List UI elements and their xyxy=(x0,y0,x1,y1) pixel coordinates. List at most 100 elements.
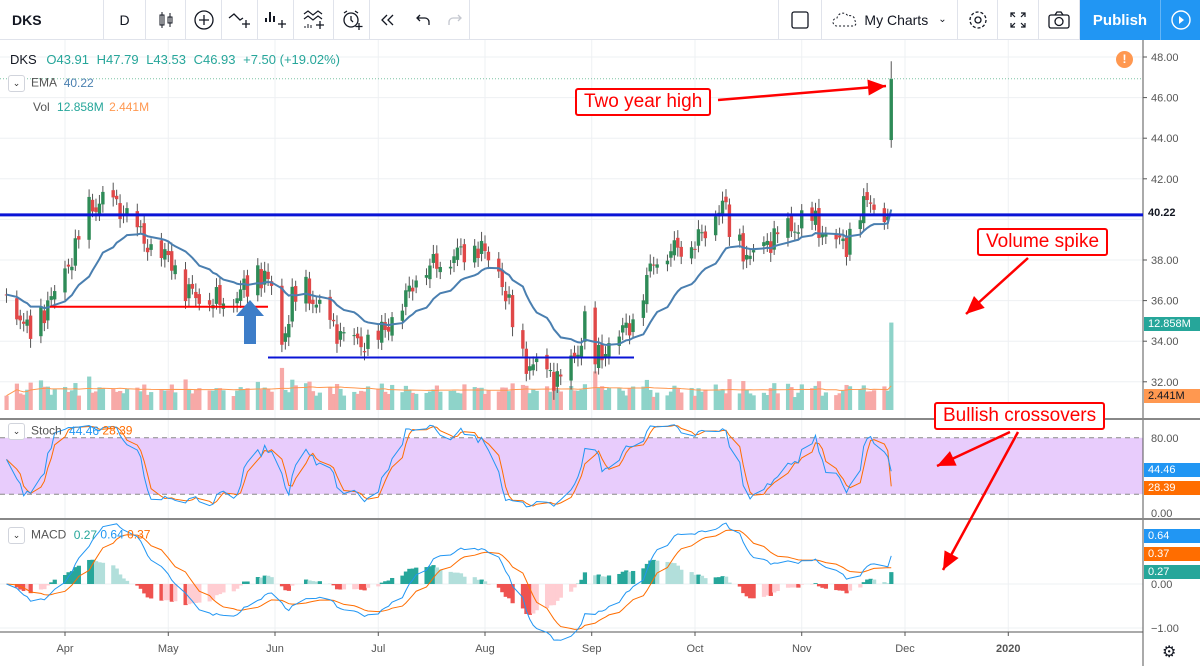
volume-bar xyxy=(338,388,343,410)
volume-bar xyxy=(569,386,574,410)
candle-down xyxy=(376,330,380,340)
volume-bar xyxy=(111,388,116,410)
settings-gear-icon[interactable] xyxy=(958,0,998,40)
volume-bar xyxy=(365,386,371,410)
macd-histogram-bar xyxy=(847,584,853,591)
volume-bar xyxy=(14,383,20,410)
volume-bar xyxy=(799,384,804,410)
date-tick-label: Dec xyxy=(895,643,915,655)
volume-bar xyxy=(606,387,612,410)
date-tick-label: Apr xyxy=(56,643,73,655)
candle-up xyxy=(404,290,408,307)
volume-bar xyxy=(73,383,78,410)
macd-histogram-bar xyxy=(90,559,95,584)
vol-legend: Vol 12.858M 2.441M xyxy=(33,100,149,114)
undo-icon[interactable] xyxy=(406,0,440,40)
my-charts-button[interactable]: My Charts ⌄ xyxy=(822,0,958,40)
legend-open: O43.91 xyxy=(46,52,90,67)
volume-bar xyxy=(314,395,319,410)
fullscreen-icon[interactable] xyxy=(998,0,1039,40)
ema-price-tag: 40.22 xyxy=(1144,206,1200,220)
axis-settings-gear-icon[interactable]: ⚙ xyxy=(1162,644,1177,661)
volume-bar xyxy=(286,392,291,410)
symbol-search-button[interactable]: DKS xyxy=(0,0,104,40)
volume-bar xyxy=(383,391,388,410)
interval-button[interactable]: D xyxy=(104,0,146,40)
date-tick-label: Sep xyxy=(582,643,602,655)
macd-histogram-bar xyxy=(73,567,78,584)
redo-icon[interactable] xyxy=(440,0,470,40)
volume-bar xyxy=(290,379,295,410)
candle-up xyxy=(283,333,288,342)
volume-bar xyxy=(631,386,636,410)
volume-bar xyxy=(765,394,770,410)
macd-histogram-bar xyxy=(259,577,264,584)
volume-bar xyxy=(534,390,539,410)
camera-icon[interactable] xyxy=(1039,0,1080,40)
templates-icon[interactable] xyxy=(294,0,334,40)
volume-bar xyxy=(186,389,192,410)
candle-down xyxy=(21,321,26,324)
indicators-icon[interactable] xyxy=(222,0,258,40)
volume-bar xyxy=(166,390,171,410)
volume-bar xyxy=(169,384,174,410)
legend-symbol: DKS xyxy=(10,52,37,67)
candle-up xyxy=(889,78,893,141)
volume-bar xyxy=(359,390,364,410)
macd-histogram-bar xyxy=(558,584,563,598)
financials-icon[interactable] xyxy=(258,0,294,40)
volume-bar xyxy=(841,390,846,410)
candle-up xyxy=(139,226,143,228)
top-toolbar: DKS D My Charts ⌄ Publish xyxy=(0,0,1200,40)
candle-up xyxy=(342,332,346,334)
candle-up xyxy=(366,334,370,349)
macd-histogram-bar xyxy=(572,584,577,588)
date-tick-label: May xyxy=(158,643,179,655)
replay-icon[interactable] xyxy=(370,0,406,40)
candle-down xyxy=(118,203,122,220)
publish-button[interactable]: Publish xyxy=(1080,0,1200,40)
collapse-macd-button[interactable]: ⌄ xyxy=(8,527,25,544)
candles-icon[interactable] xyxy=(146,0,186,40)
macd-histogram-bar xyxy=(49,582,54,584)
macd-histogram-bar xyxy=(407,568,412,584)
macd-histogram-bar xyxy=(100,562,106,584)
volume-bar xyxy=(379,383,384,410)
candle-up xyxy=(318,299,322,304)
collapse-stoch-button[interactable]: ⌄ xyxy=(8,423,25,440)
volume-bar xyxy=(49,394,54,410)
macd-histogram-bar xyxy=(427,566,433,584)
macd-histogram-bar xyxy=(837,584,842,591)
macd-histogram-bar xyxy=(186,584,192,605)
volume-bar xyxy=(462,384,467,410)
annotation-volume-spike: Volume spike xyxy=(977,228,1109,256)
volume-bar xyxy=(651,396,656,410)
warning-icon[interactable]: ! xyxy=(1116,51,1133,68)
macd-histogram-bar xyxy=(331,584,336,586)
volume-bar xyxy=(872,390,877,410)
collapse-legend-button[interactable]: ⌄ xyxy=(8,75,25,92)
macd-histogram-bar xyxy=(76,565,81,584)
candle-up xyxy=(424,275,429,278)
compare-plus-icon[interactable] xyxy=(186,0,222,40)
publish-label: Publish xyxy=(1092,11,1148,29)
candle-up xyxy=(173,265,177,275)
volume-bar xyxy=(45,386,50,410)
volume-bar xyxy=(142,384,147,410)
candle-up xyxy=(824,233,828,237)
volume-bar xyxy=(303,383,309,410)
macd-histogram-bar xyxy=(472,577,477,584)
play-icon[interactable] xyxy=(1160,0,1200,40)
candle-down xyxy=(135,211,139,228)
layout-square-icon[interactable] xyxy=(778,0,822,40)
macd-histogram-bar xyxy=(834,584,839,591)
macd-histogram-bar xyxy=(772,584,777,593)
volume-bar xyxy=(617,387,622,410)
candle-down xyxy=(28,315,33,339)
volume-bar xyxy=(403,385,409,410)
candle-up xyxy=(579,345,584,359)
alert-icon[interactable] xyxy=(334,0,370,40)
volume-bar xyxy=(400,392,405,410)
macd-histogram-bar xyxy=(889,572,894,584)
